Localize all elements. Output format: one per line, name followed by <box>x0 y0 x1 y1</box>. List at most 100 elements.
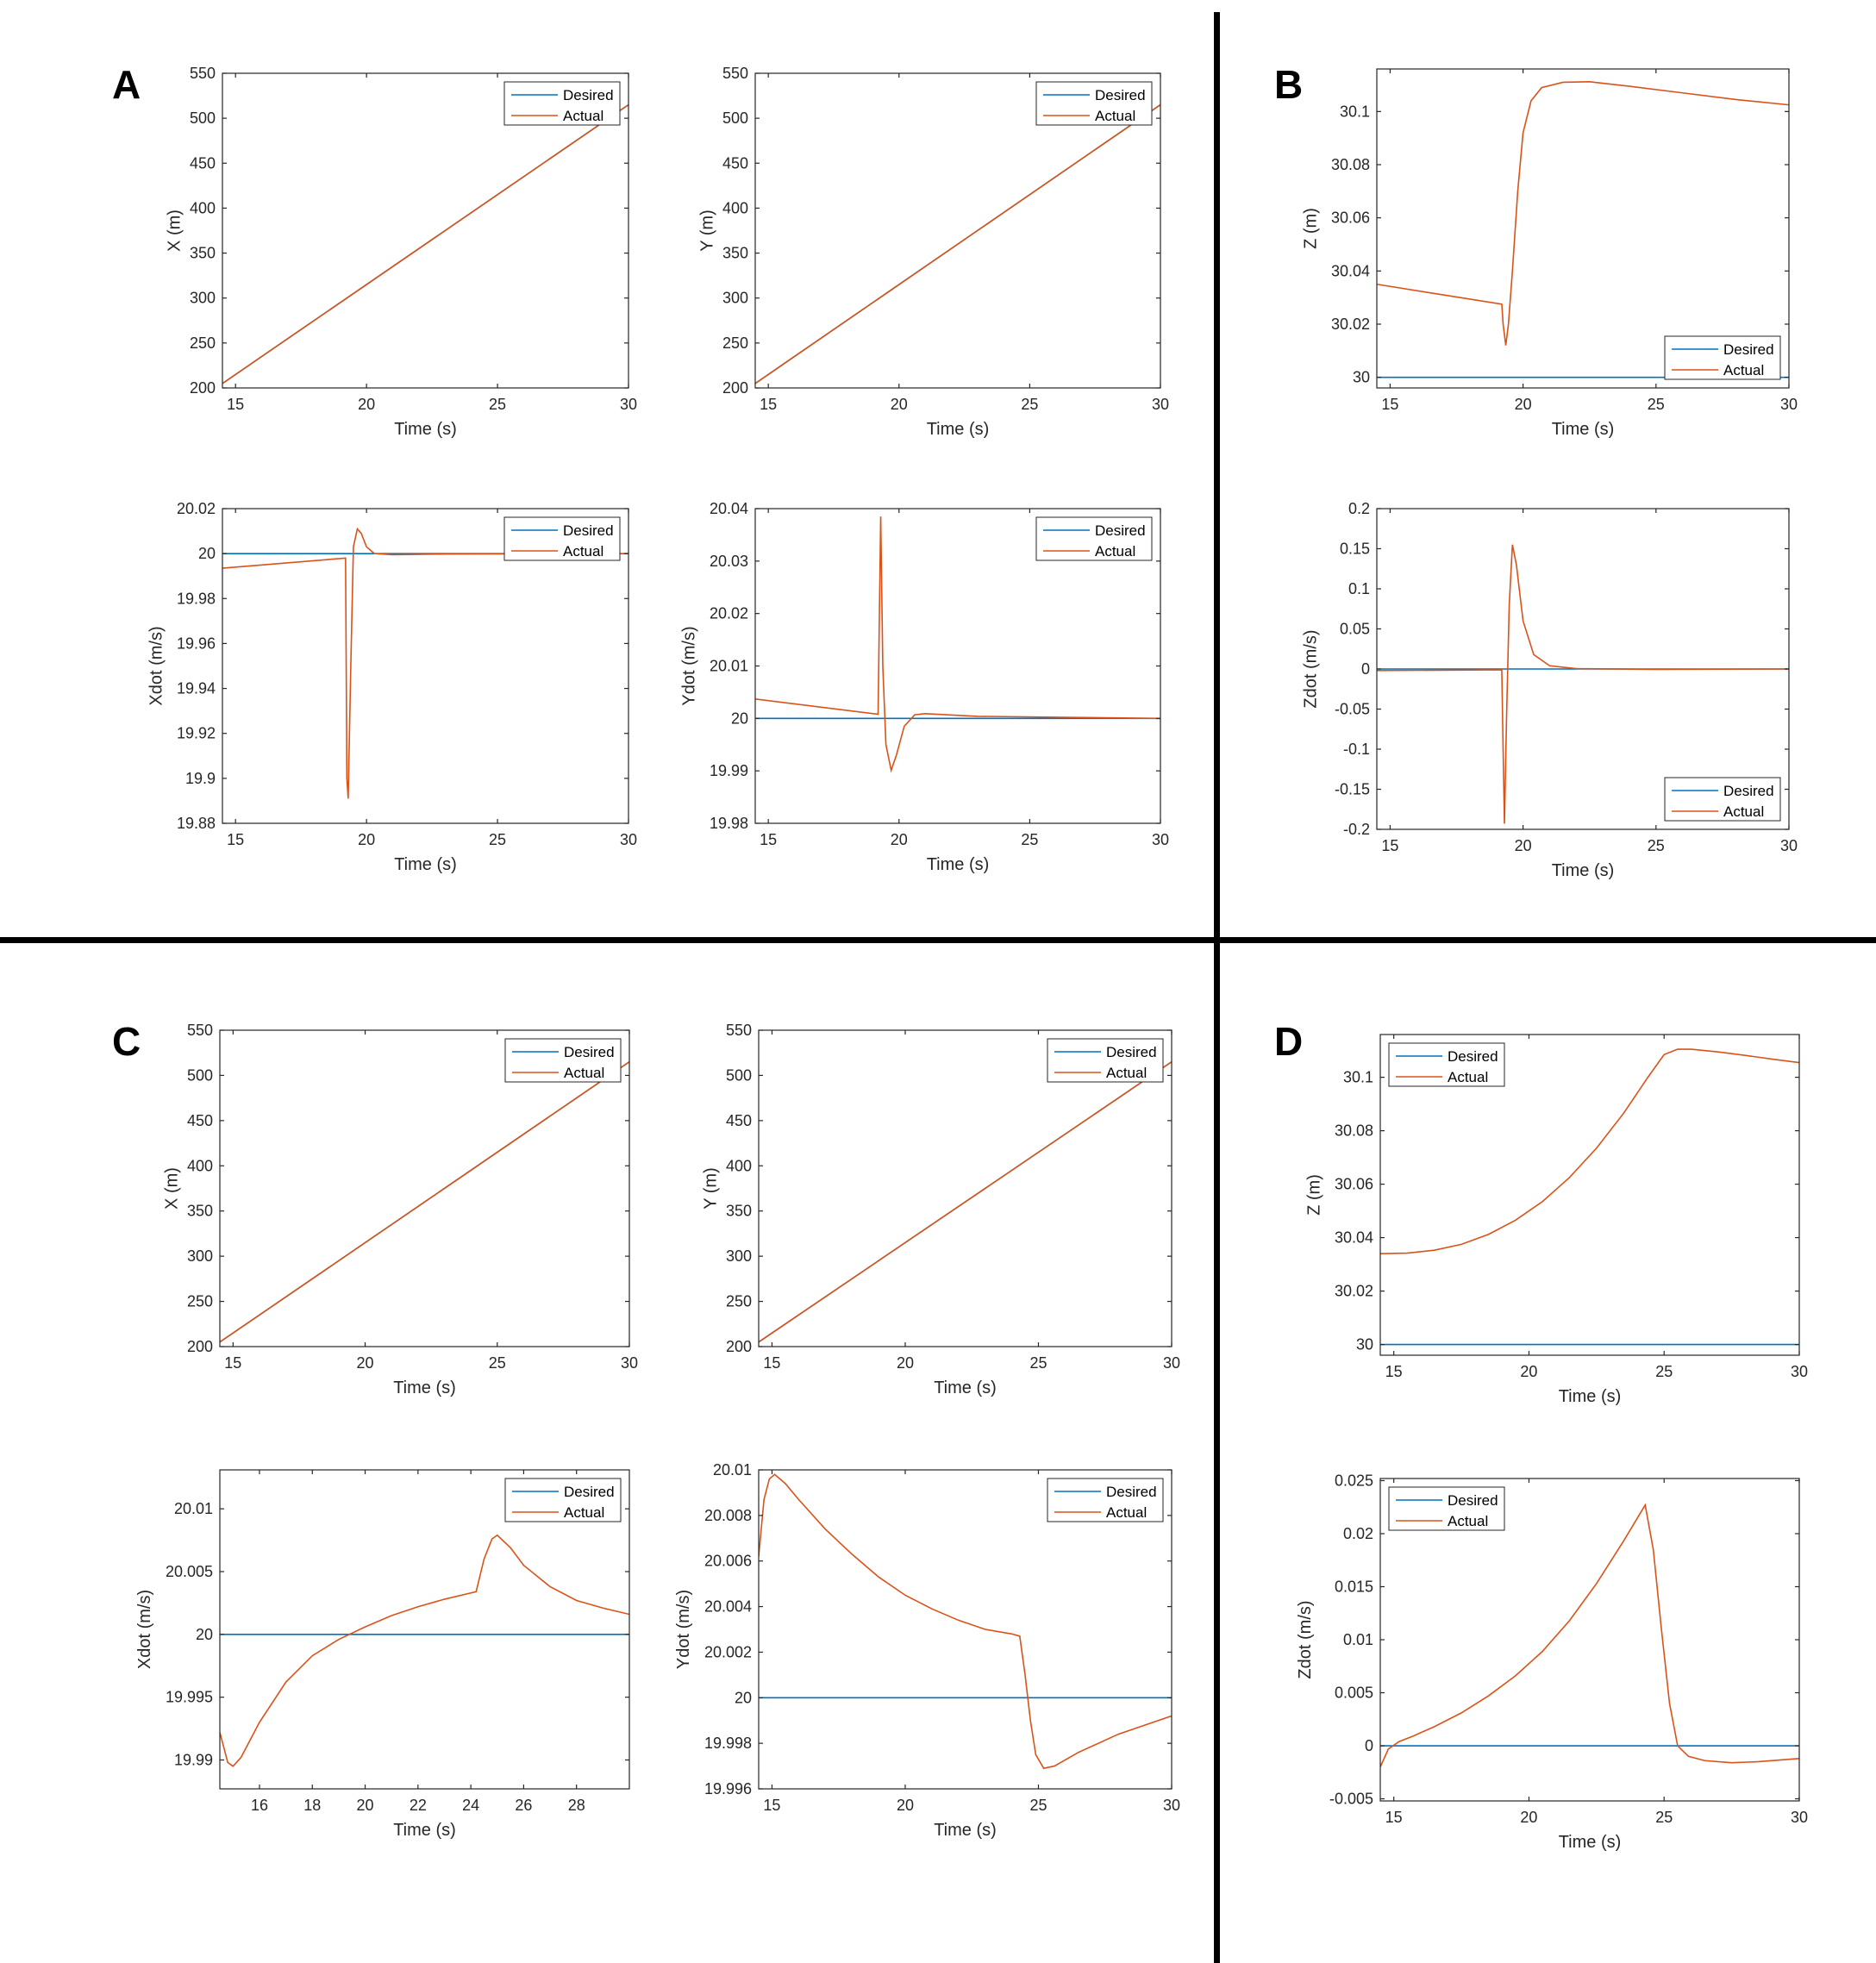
y-axis-label: Xdot (m/s) <box>135 1590 154 1669</box>
legend-label-desired: Desired <box>563 522 614 539</box>
legend-label-actual: Actual <box>1106 1504 1147 1521</box>
legend-label-actual: Actual <box>1095 543 1135 560</box>
y-tick-label: 20 <box>735 1689 752 1706</box>
y-tick-label: 19.99 <box>710 762 748 779</box>
y-tick-label: 250 <box>187 1293 213 1310</box>
y-tick-label: 20.004 <box>704 1598 752 1616</box>
y-tick-label: 400 <box>190 199 216 216</box>
legend-label-desired: Desired <box>1106 1484 1157 1500</box>
y-tick-label: 0.1 <box>1348 580 1370 597</box>
plot-area <box>222 509 628 823</box>
x-tick-label: 30 <box>620 831 637 848</box>
y-tick-label: 0.025 <box>1335 1472 1373 1489</box>
y-tick-label: 450 <box>722 154 748 172</box>
y-tick-label: 20.01 <box>710 658 748 675</box>
x-axis-label: Time (s) <box>393 1378 456 1397</box>
y-tick-label: 300 <box>722 290 748 307</box>
x-tick-label: 18 <box>303 1797 321 1814</box>
y-tick-label: 30.04 <box>1331 262 1370 279</box>
vertical-divider <box>1214 12 1220 1963</box>
legend-box <box>1035 516 1153 561</box>
x-tick-label: 25 <box>1029 1797 1047 1814</box>
y-tick-label: 20.005 <box>166 1563 213 1580</box>
y-tick-label: 550 <box>190 65 216 82</box>
x-tick-label: 25 <box>489 831 506 848</box>
legend: Desired Actual <box>1664 335 1781 380</box>
y-tick-label: 30.06 <box>1331 209 1370 227</box>
x-tick-label: 30 <box>1152 396 1169 413</box>
y-tick-label: 20 <box>731 710 748 727</box>
chart-a-x: 15 20 25 30 200 250 300 350 400 450 500 550 Time (s)… <box>166 65 638 439</box>
legend-label-actual: Actual <box>564 1065 604 1081</box>
y-tick-label: 200 <box>726 1338 752 1355</box>
x-tick-label: 26 <box>515 1797 532 1814</box>
y-tick-label: 19.998 <box>704 1735 752 1752</box>
panel-label-a: A <box>112 62 141 107</box>
x-tick-label: 20 <box>1515 396 1532 413</box>
legend: Desired Actual <box>504 1038 622 1083</box>
series-line-actual <box>1380 1048 1799 1254</box>
series-line-actual <box>222 527 628 799</box>
panel-label-b: B <box>1274 62 1304 107</box>
series-line-actual <box>220 1061 629 1343</box>
x-tick-label: 30 <box>1780 396 1798 413</box>
legend-box <box>504 1038 622 1083</box>
x-tick-label: 15 <box>1381 837 1398 854</box>
legend-label-desired: Desired <box>1448 1492 1498 1509</box>
y-tick-label: 400 <box>187 1157 213 1174</box>
series-line-actual <box>1377 544 1789 824</box>
x-tick-label: 25 <box>489 1354 506 1372</box>
x-axis-label: Time (s) <box>393 1821 456 1840</box>
y-axis-label: Ydot (m/s) <box>680 626 699 705</box>
x-tick-label: 30 <box>1163 1797 1180 1814</box>
y-tick-label: 400 <box>722 199 748 216</box>
y-tick-label: 300 <box>190 290 216 307</box>
series-line-actual <box>755 516 1160 773</box>
legend-box <box>503 81 621 126</box>
x-tick-label: 20 <box>357 1797 374 1814</box>
plot-area <box>1377 69 1789 388</box>
y-tick-label: -0.1 <box>1343 741 1370 758</box>
panel-label-c: C <box>112 1019 141 1064</box>
y-tick-label: 350 <box>726 1203 752 1220</box>
plot-area <box>220 1030 629 1347</box>
x-tick-label: 25 <box>1021 396 1038 413</box>
y-axis-label: X (m) <box>166 209 184 252</box>
x-axis-label: Time (s) <box>394 855 457 874</box>
x-tick-label: 20 <box>1520 1363 1537 1380</box>
axes-box <box>1379 1034 1800 1356</box>
x-tick-label: 25 <box>1655 1363 1673 1380</box>
y-tick-label: 450 <box>726 1112 752 1129</box>
y-tick-label: 0.2 <box>1348 500 1370 517</box>
legend: Desired Actual <box>503 516 621 561</box>
x-axis-label: Time (s) <box>1552 861 1615 880</box>
x-axis-label: Time (s) <box>394 420 457 439</box>
y-axis-label: Zdot (m/s) <box>1296 1600 1315 1679</box>
x-tick-label: 30 <box>1791 1809 1808 1826</box>
legend: Desired Actual <box>503 81 621 126</box>
y-tick-label: 20.002 <box>704 1643 752 1660</box>
legend-label-desired: Desired <box>1448 1048 1498 1065</box>
x-tick-label: 25 <box>1021 831 1038 848</box>
y-tick-label: 30.08 <box>1331 156 1370 173</box>
panel-label-d: D <box>1274 1019 1304 1064</box>
y-tick-label: 500 <box>187 1066 213 1084</box>
y-tick-label: 0.015 <box>1335 1578 1373 1595</box>
y-tick-label: 200 <box>722 379 748 397</box>
chart-c-xdot: 16 18 20 22 24 26 28 19.99 19.995 20 20.005 20.01 Ti… <box>135 1469 630 1840</box>
legend: Desired Actual <box>1047 1038 1164 1083</box>
legend-label-desired: Desired <box>1723 783 1774 799</box>
x-tick-label: 20 <box>897 1797 914 1814</box>
legend-label-desired: Desired <box>1095 522 1146 539</box>
chart-c-y: 15 20 25 30 200 250 300 350 400 450 500 550 Time (s)… <box>702 1022 1181 1397</box>
legend-label-actual: Actual <box>1448 1513 1488 1529</box>
y-tick-label: 19.99 <box>174 1751 213 1768</box>
legend-box <box>1664 777 1781 822</box>
y-axis-label: Zdot (m/s) <box>1302 629 1321 708</box>
x-tick-label: 15 <box>1385 1809 1403 1826</box>
y-tick-label: 250 <box>726 1293 752 1310</box>
chart-d-zdot: 15 20 25 30 -0.005 0 0.005 0.01 0.015 0.02 0.025 Ti… <box>1296 1472 1808 1852</box>
y-tick-label: 30.02 <box>1331 316 1370 333</box>
y-tick-label: 30 <box>1353 369 1370 386</box>
series-line-actual <box>222 103 628 384</box>
